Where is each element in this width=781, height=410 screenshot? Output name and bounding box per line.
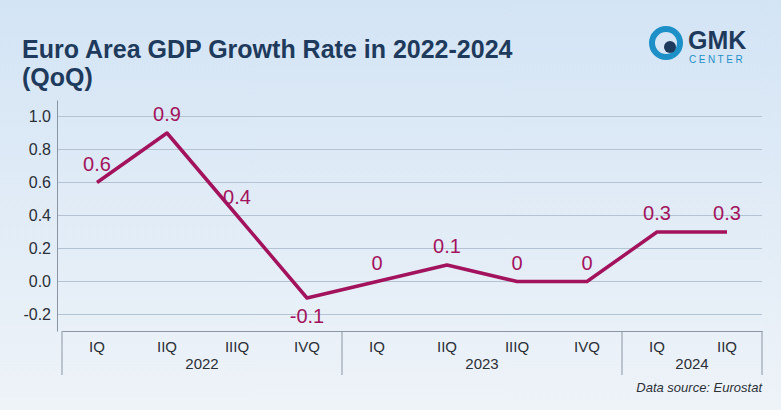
y-tick-label: 0.6 (29, 174, 51, 191)
y-tick: 0.6 (29, 174, 57, 191)
y-tick-label: 0.2 (29, 240, 51, 257)
y-tick-label: 0.4 (29, 207, 51, 224)
logo-icon (664, 41, 676, 53)
group-separator (342, 331, 343, 375)
x-tick-label: IIQ (157, 338, 177, 355)
chart: Euro Area GDP Growth Rate in 2022-2024(Q… (0, 0, 781, 410)
y-tick: 0.4 (29, 207, 57, 224)
x-axis: IQ IIQ IIIQ IVQ IQ IIQ IIIQ IVQ IQ IIQ (63, 331, 763, 355)
logo-icon (652, 29, 680, 57)
data-label: 0.3 (713, 202, 741, 224)
x-axis-line (63, 331, 763, 332)
x-tick-label: IIIQ (225, 338, 249, 355)
group-separator (762, 331, 763, 375)
data-label: 0.3 (643, 202, 671, 224)
data-label: -0.1 (290, 305, 324, 327)
x-tick: IQ (649, 331, 665, 355)
x-tick: IVQ (294, 331, 320, 355)
y-tick-label: 0.0 (29, 273, 51, 290)
y-tick: 1.0 (29, 108, 57, 125)
data-label: 0.1 (433, 235, 461, 257)
y-tick-label: 0.8 (29, 141, 51, 158)
grid-line (57, 281, 762, 282)
x-tick: IQ (89, 331, 105, 355)
logo: GMKCENTER (652, 26, 746, 65)
x-tick: IIIQ (505, 331, 529, 355)
x-tick: IIQ (717, 331, 737, 355)
group-separator (62, 331, 63, 375)
y-tick: 0.8 (29, 141, 57, 158)
grid-line (57, 149, 762, 150)
data-label: 0.4 (223, 186, 251, 208)
group-label: 2022 (185, 355, 218, 372)
title: Euro Area GDP Growth Rate in 2022-2024(Q… (22, 35, 513, 91)
data-label: 0.9 (153, 103, 181, 125)
x-tick: IVQ (574, 331, 600, 355)
data-label: 0 (581, 252, 592, 274)
x-tick-label: IIQ (717, 338, 737, 355)
x-tick-label: IQ (369, 338, 385, 355)
x-tick-label: IIQ (437, 338, 457, 355)
x-tick: IIIQ (225, 331, 249, 355)
grid-line (57, 314, 762, 315)
y-axis: -0.2 0.0 0.2 0.4 0.6 0.8 1.0 (23, 101, 57, 332)
grid-line (57, 182, 762, 183)
x-tick-label: IVQ (294, 338, 320, 355)
x-tick: IIQ (157, 331, 177, 355)
data-label: 0 (371, 252, 382, 274)
y-tick-label: 1.0 (29, 108, 51, 125)
grid (57, 117, 762, 315)
data-labels: 0.6 0.9 0.4 -0.1 0 0.1 0 0 0.3 0.3 (83, 103, 741, 327)
group-label: 2024 (675, 355, 708, 372)
x-tick-label: IIIQ (505, 338, 529, 355)
logo-text: GMKCENTER (688, 26, 746, 65)
y-tick: 0.2 (29, 240, 57, 257)
y-tick: -0.2 (23, 306, 57, 323)
group-label: 2023 (465, 355, 498, 372)
background (0, 0, 781, 410)
x-tick-label: IVQ (574, 338, 600, 355)
y-axis-line (57, 101, 58, 332)
line (97, 133, 727, 298)
x-tick: IQ (369, 331, 385, 355)
x-tick: IIQ (437, 331, 457, 355)
x-tick-label: IQ (89, 338, 105, 355)
plot-area (97, 133, 727, 298)
data-label: 0.6 (83, 153, 111, 175)
category-groups: 2022 2023 2024 (62, 331, 762, 375)
y-tick: 0.0 (29, 273, 57, 290)
grid-line (57, 248, 762, 249)
source: Data source: Eurostat (636, 380, 763, 395)
x-tick-label: IQ (649, 338, 665, 355)
group-separator (622, 331, 623, 375)
data-label: 0 (511, 252, 522, 274)
y-tick-label: -0.2 (23, 306, 51, 323)
